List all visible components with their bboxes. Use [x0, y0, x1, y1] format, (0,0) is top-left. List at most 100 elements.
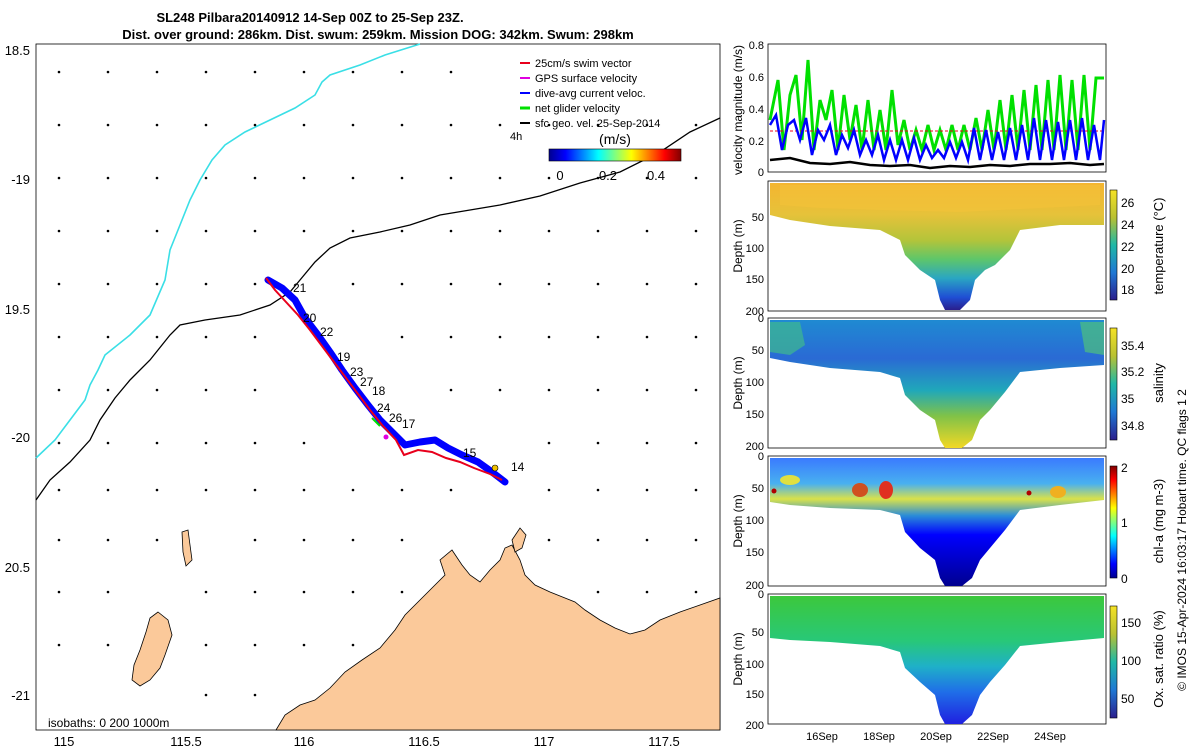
- speed-colorbar-tick: 0.2: [599, 168, 617, 183]
- vector-dot: [253, 123, 257, 127]
- temperature-cbar-tick: 22: [1121, 240, 1135, 254]
- vector-dot: [253, 441, 257, 445]
- vector-dot: [596, 388, 600, 392]
- oxygen-y-tick: 100: [746, 659, 764, 671]
- vector-dot: [106, 441, 110, 445]
- tracer-interval-label: 4h: [510, 131, 522, 143]
- time-axis: 16Sep 18Sep 20Sep 22Sep 24Sep: [806, 731, 1066, 743]
- vector-dot: [449, 70, 453, 74]
- vector-dot: [547, 488, 551, 492]
- vector-dot: [204, 643, 208, 647]
- track-day-label: 22: [320, 325, 334, 339]
- vector-dot: [645, 123, 649, 127]
- vector-dot: [498, 123, 502, 127]
- chla-y-tick: 150: [746, 547, 764, 559]
- vector-dot: [253, 229, 257, 233]
- track-day-label: 17: [402, 417, 416, 431]
- vector-dot: [498, 176, 502, 180]
- temperature-cbar-label: temperature (°C): [1151, 198, 1166, 295]
- island-large: [131, 611, 173, 687]
- chla-y-tick: 100: [746, 515, 764, 527]
- vector-dot: [400, 335, 404, 339]
- vector-dot: [302, 123, 306, 127]
- salinity-y-tick: 150: [746, 409, 764, 421]
- oxygen-colorbar: [1109, 605, 1118, 719]
- vector-dot: [351, 590, 355, 594]
- chla-hotspot: [771, 488, 777, 494]
- chla-cbar-label: chl-a (mg m-3): [1151, 479, 1166, 564]
- velocity-panel: 0.8 0.6 0.4 0.2 0 velocity magnitude (m/…: [731, 40, 1107, 179]
- vector-dot: [57, 538, 61, 542]
- salinity-cbar-tick: 35.2: [1121, 365, 1145, 379]
- track-day-label: 20: [303, 311, 317, 325]
- start-marker: [491, 464, 499, 472]
- map-y-axis: 18.5 -19 19.5 -20 20.5 -21: [5, 43, 30, 703]
- vector-dot: [253, 643, 257, 647]
- chla-hotspot: [1026, 490, 1032, 496]
- vector-dot: [57, 488, 61, 492]
- net-glider-velocity: [371, 417, 381, 427]
- vector-dot: [155, 488, 159, 492]
- vector-dot: [204, 335, 208, 339]
- vector-dot: [106, 488, 110, 492]
- vector-dot: [302, 70, 306, 74]
- chla-hotspot: [879, 481, 893, 499]
- vector-dot: [106, 70, 110, 74]
- vector-dot: [253, 282, 257, 286]
- vector-dot: [57, 70, 61, 74]
- chla-cbar-tick: 2: [1121, 461, 1128, 475]
- map-y-tick: 20.5: [5, 560, 30, 575]
- velocity-y-tick: 0.8: [749, 40, 764, 52]
- velocity-y-label: velocity magnitude (m/s): [731, 45, 745, 175]
- map-x-axis: 115 115.5 116 116.5 117 117.5: [54, 734, 680, 749]
- temperature-colorbar: [1109, 189, 1118, 301]
- vector-dot: [400, 488, 404, 492]
- vector-dot: [498, 335, 502, 339]
- salinity-surface-patch: [1080, 322, 1104, 355]
- map-panel: 21 20 22 19 23 27 18 24 26 17 15 14 25cm…: [5, 43, 721, 749]
- chla-hotspot: [852, 483, 868, 497]
- time-tick: 24Sep: [1034, 731, 1066, 743]
- vector-dot: [596, 538, 600, 542]
- vector-dot: [302, 538, 306, 542]
- vector-dot: [57, 335, 61, 339]
- vector-dot: [547, 282, 551, 286]
- vector-dot: [155, 388, 159, 392]
- temperature-mixed-layer: [780, 185, 1100, 212]
- velocity-series-sfc: [769, 156, 1105, 170]
- vector-dot: [106, 388, 110, 392]
- map-x-tick: 116.5: [408, 734, 440, 749]
- vector-dot: [547, 123, 551, 127]
- legend-label-sfc: sfc geo. vel. 25-Sep-2014: [535, 118, 660, 130]
- salinity-section: [770, 320, 1104, 448]
- vector-dot: [204, 488, 208, 492]
- vector-dot: [547, 335, 551, 339]
- vector-dot: [302, 176, 306, 180]
- vector-dot: [547, 176, 551, 180]
- dive-avg-current-track: [264, 276, 509, 486]
- vector-dot: [498, 282, 502, 286]
- track-day-label: 23: [350, 365, 364, 379]
- vector-dot: [155, 335, 159, 339]
- credit-text: © IMOS 15-Apr-2024 16:03:17 Hobart time.…: [1175, 389, 1189, 691]
- vector-dot: [106, 176, 110, 180]
- vector-dot: [302, 229, 306, 233]
- vector-dot: [302, 441, 306, 445]
- glider-track: [264, 276, 509, 486]
- map-y-tick: 18.5: [5, 43, 30, 58]
- vector-dot: [253, 590, 257, 594]
- vector-dot: [106, 123, 110, 127]
- map-y-tick: 19.5: [5, 302, 30, 317]
- salinity-cbar-tick: 35.4: [1121, 339, 1145, 353]
- salinity-y-tick: 200: [746, 441, 764, 453]
- map-x-tick: 115: [54, 734, 75, 749]
- vector-dot: [106, 229, 110, 233]
- vector-dot: [204, 282, 208, 286]
- vector-dot: [596, 441, 600, 445]
- salinity-colorbar: [1109, 327, 1118, 441]
- salinity-cbar-tick: 35: [1121, 392, 1135, 406]
- speed-colorbar-tick: 0.4: [647, 168, 665, 183]
- vector-dot: [694, 388, 698, 392]
- temperature-cbar-tick: 24: [1121, 218, 1135, 232]
